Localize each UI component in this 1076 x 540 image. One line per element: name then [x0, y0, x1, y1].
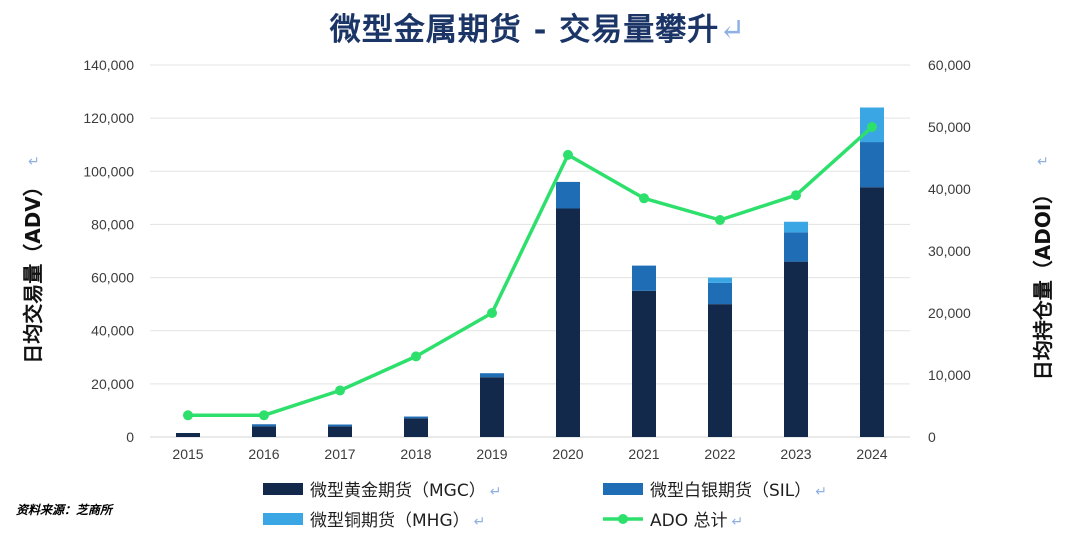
y-axis-right-title: 日均持仓量（ADOI）: [1031, 184, 1055, 381]
ado-total-point: [563, 149, 573, 160]
bars-layer: [176, 107, 884, 437]
ado-total-point: [715, 215, 725, 225]
ado-total-point: [259, 410, 269, 421]
bar-segment: [176, 433, 200, 437]
bar-segment: [632, 265, 656, 291]
ado-total-point: [791, 190, 801, 201]
x-tick-label: 2018: [400, 446, 431, 462]
bar-segment: [784, 261, 808, 437]
y-left-tick-label: 80,000: [91, 216, 134, 232]
x-tick-label: 2024: [856, 446, 887, 462]
x-tick-label: 2020: [552, 446, 583, 462]
y-left-tick-label: 100,000: [83, 163, 134, 179]
y-left-tick-label: 140,000: [83, 57, 134, 73]
bar-segment: [784, 221, 808, 233]
y-left-tick-label: 40,000: [91, 323, 134, 339]
bar-segment: [556, 181, 580, 209]
return-mark-icon: ↵: [719, 12, 747, 48]
ado-total-point: [183, 410, 193, 421]
y-right-tick-label: 60,000: [928, 57, 971, 73]
x-tick-label: 2021: [628, 446, 659, 462]
x-tick-label: 2017: [324, 446, 355, 462]
legend: 微型黄金期货（MGC） ↵ 微型白银期货（SIL） ↵微型铜期货（MHG） ↵ ADO 总…: [263, 481, 827, 531]
legend-label: ADO 总计: [650, 511, 728, 531]
bar-segment: [328, 424, 352, 427]
ado-total-point: [487, 308, 497, 318]
legend-label: 微型铜期货（MHG）: [310, 511, 470, 531]
source-note: 资料来源：芝商所: [16, 503, 114, 517]
x-tick-label: 2015: [172, 446, 203, 462]
x-tick-label: 2019: [476, 446, 507, 462]
ado-total-point: [335, 385, 345, 396]
y-axis-left-return-icon: ↵: [28, 154, 40, 170]
line-layer: [183, 122, 877, 421]
legend-return-icon: ↵: [732, 514, 744, 530]
bar-segment: [404, 416, 428, 419]
bar-segment: [328, 426, 352, 437]
bar-segment: [708, 282, 732, 305]
axes-layer: 0 20,000 40,000 60,000 80,000 100,000 120,000 1…: [83, 57, 971, 462]
bar-segment: [860, 187, 884, 437]
legend-label: 微型白银期货（SIL）: [650, 481, 811, 501]
legend-swatch: [263, 483, 303, 495]
ado-total-point: [639, 193, 649, 204]
bar-segment: [708, 304, 732, 437]
y-right-tick-label: 20,000: [928, 305, 971, 321]
chart-title-text: 微型金属期货 - 交易量攀升: [329, 12, 720, 48]
bar-segment: [708, 277, 732, 283]
x-tick-label: 2022: [704, 446, 735, 462]
legend-return-icon: ↵: [490, 484, 502, 500]
legend-return-icon: ↵: [474, 514, 486, 530]
y-left-tick-label: 0: [126, 429, 134, 445]
legend-return-icon: ↵: [815, 484, 827, 500]
bar-segment: [784, 232, 808, 262]
y-right-tick-label: 40,000: [928, 181, 971, 197]
bar-segment: [480, 373, 504, 378]
bar-segment: [252, 426, 276, 437]
y-axis-left-title: 日均交易量（ADV）: [21, 176, 45, 364]
y-left-tick-label: 60,000: [91, 270, 134, 286]
legend-label: 微型黄金期货（MGC）: [310, 481, 486, 501]
x-tick-label: 2023: [780, 446, 811, 462]
ado-total-line: [188, 125, 874, 418]
bar-segment: [556, 208, 580, 437]
y-right-tick-label: 10,000: [928, 367, 971, 383]
ado-total-point: [411, 351, 421, 362]
bar-segment: [480, 377, 504, 437]
y-right-tick-label: 0: [928, 429, 936, 445]
chart-title: 微型金属期货 - 交易量攀升↵: [0, 4, 1076, 49]
legend-swatch: [603, 483, 643, 495]
bar-segment: [252, 424, 276, 427]
bar-segment: [404, 418, 428, 437]
legend-swatch: [263, 513, 303, 525]
x-tick-label: 2016: [248, 446, 279, 462]
bar-segment: [860, 142, 884, 188]
y-axis-right-return-icon: ↵: [1037, 154, 1049, 170]
ado-total-point: [867, 122, 877, 132]
gridlines: [150, 64, 910, 438]
bar-segment: [632, 290, 656, 437]
y-right-tick-label: 50,000: [928, 119, 971, 135]
y-left-tick-label: 20,000: [91, 376, 134, 392]
y-right-tick-label: 30,000: [928, 243, 971, 259]
legend-line-marker: [618, 514, 628, 524]
y-left-tick-label: 120,000: [83, 110, 134, 126]
